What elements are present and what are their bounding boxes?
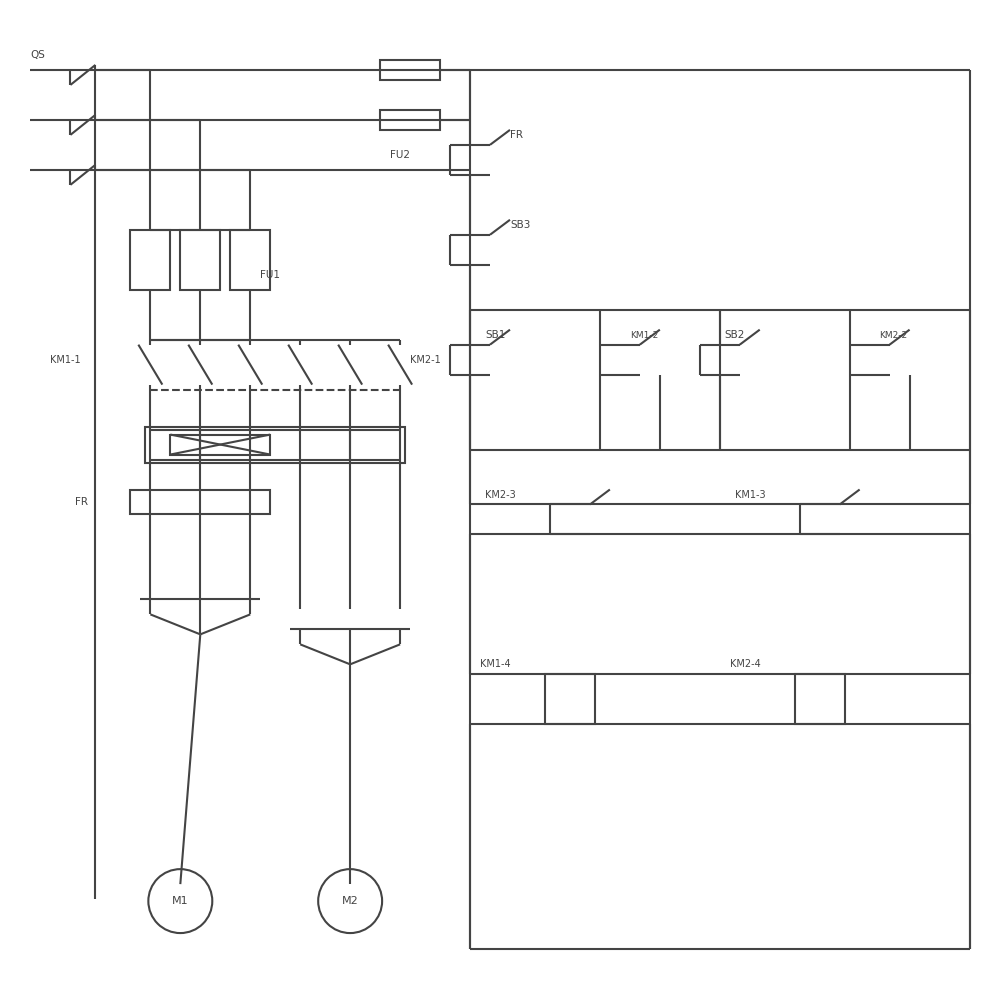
Circle shape bbox=[148, 869, 212, 933]
Bar bbox=[170, 435, 270, 455]
Text: KM2-2: KM2-2 bbox=[880, 331, 908, 340]
Text: M2: M2 bbox=[342, 896, 359, 906]
Bar bbox=[380, 110, 440, 130]
Bar bbox=[130, 230, 170, 290]
Text: FU2: FU2 bbox=[390, 150, 410, 160]
Text: FU1: FU1 bbox=[260, 270, 280, 280]
Text: KM2-3: KM2-3 bbox=[485, 490, 516, 500]
Text: KM2-4: KM2-4 bbox=[730, 659, 761, 669]
Text: KM1-2: KM1-2 bbox=[630, 331, 658, 340]
Text: M1: M1 bbox=[172, 896, 189, 906]
Bar bbox=[130, 490, 270, 514]
Bar bbox=[145, 427, 405, 463]
Text: KM2-1: KM2-1 bbox=[410, 355, 441, 365]
Bar bbox=[180, 230, 220, 290]
Text: KM1-1: KM1-1 bbox=[50, 355, 81, 365]
Bar bbox=[795, 674, 845, 724]
Bar bbox=[380, 60, 440, 80]
Text: FR: FR bbox=[75, 497, 88, 507]
Text: KM1-3: KM1-3 bbox=[735, 490, 765, 500]
Circle shape bbox=[318, 869, 382, 933]
Bar bbox=[230, 230, 270, 290]
Text: SB3: SB3 bbox=[510, 220, 530, 230]
Text: SB2: SB2 bbox=[725, 330, 745, 340]
Bar bbox=[545, 674, 595, 724]
Text: SB1: SB1 bbox=[485, 330, 505, 340]
Text: KM1-4: KM1-4 bbox=[480, 659, 511, 669]
Text: FR: FR bbox=[510, 130, 523, 140]
Text: QS: QS bbox=[30, 50, 45, 60]
